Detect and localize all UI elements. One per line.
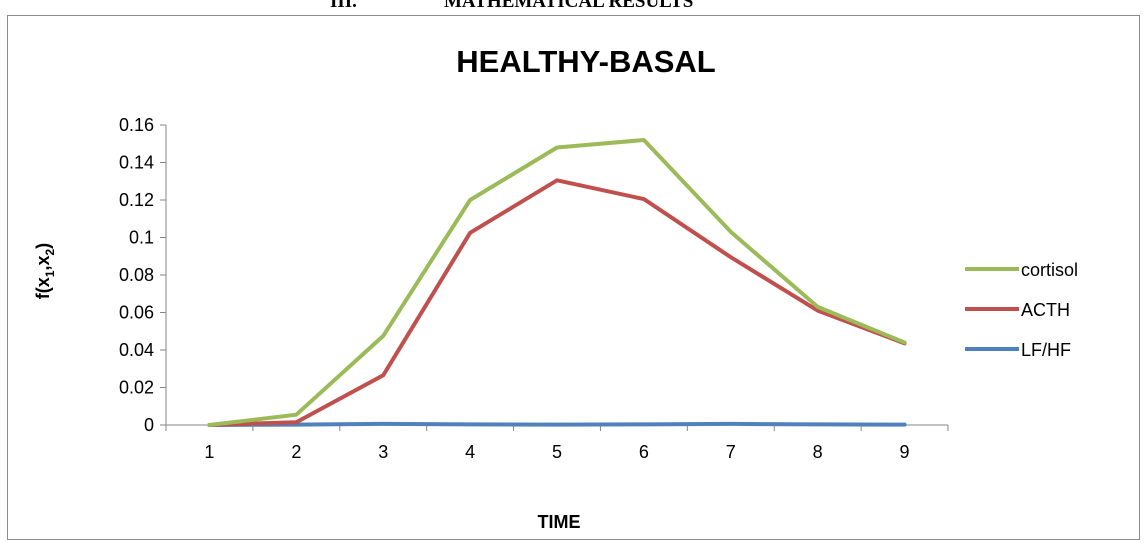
y-axis-label-end: ) xyxy=(33,243,53,249)
legend-label-cortisol: cortisol xyxy=(1021,260,1078,280)
x-tick-label: 6 xyxy=(639,442,649,462)
legend: cortisol ACTH LF/HF xyxy=(965,260,1078,360)
x-tick-label: 9 xyxy=(900,442,910,462)
series-lines xyxy=(207,138,907,427)
y-axis-label-main: f(x xyxy=(33,277,53,299)
y-tick-label: 0.04 xyxy=(119,340,154,360)
series-line-cortisol xyxy=(207,138,907,427)
y-axis-label-sub2: 2 xyxy=(43,248,57,255)
y-tick-label: 0.14 xyxy=(119,153,154,173)
legend-label-acth: ACTH xyxy=(1021,300,1070,320)
axes: 0 0.02 0.04 0.06 0.08 0.1 0.12 0.14 0.16 1 2 3 4 5 6 7 8… xyxy=(119,115,949,462)
x-tick-label: 7 xyxy=(726,442,736,462)
legend-label-lf-hf: LF/HF xyxy=(1021,340,1071,360)
y-tick-label: 0.1 xyxy=(129,228,154,248)
y-axis-label-mid: ,x xyxy=(33,255,53,270)
x-tick-label: 5 xyxy=(552,442,562,462)
y-axis-label-sub1: 1 xyxy=(43,270,57,277)
section-heading: MATHEMATICAL RESULTS xyxy=(444,0,694,12)
line-chart: HEALTHY-BASAL f(x1,x2) TIME 00.020.040.0… xyxy=(33,44,1078,532)
x-tick-label: 4 xyxy=(465,442,475,462)
x-tick-label: 8 xyxy=(813,442,823,462)
y-tick-label: 0.06 xyxy=(119,303,154,323)
x-axis-label: TIME xyxy=(538,512,581,532)
y-tick-label: 0.08 xyxy=(119,265,154,285)
section-number: III. xyxy=(330,0,357,12)
y-tick-label: 0.16 xyxy=(119,115,154,135)
y-axis-label: f(x1,x2) xyxy=(33,243,57,299)
series-line-acth xyxy=(207,178,907,427)
x-tick-label: 2 xyxy=(291,442,301,462)
y-tick-label: 0.02 xyxy=(119,378,154,398)
y-tick-label: 0 xyxy=(144,415,154,435)
chart-title: HEALTHY-BASAL xyxy=(456,44,715,79)
x-tick-label: 1 xyxy=(204,442,214,462)
series-line-lf-hf xyxy=(207,421,907,427)
x-tick-label: 3 xyxy=(378,442,388,462)
svg-text:f(x1,x2): f(x1,x2) xyxy=(33,243,57,299)
y-tick-label: 0.12 xyxy=(119,190,154,210)
chart-area: HEALTHY-BASAL f(x1,x2) TIME 0 0.02 0.04 0.0… xyxy=(7,15,1140,540)
